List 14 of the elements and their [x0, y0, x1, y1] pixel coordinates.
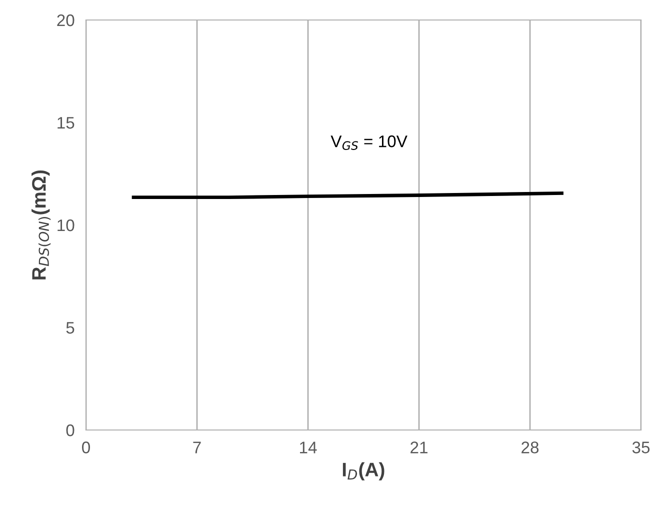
y-tick-label: 15	[58, 117, 74, 129]
x-axis-title: I$_{D}$(A)	[342, 462, 384, 480]
y-tick-label: 0	[66, 424, 74, 436]
y-tick-label: 5	[66, 322, 74, 334]
x-tick-label: 14	[300, 442, 317, 454]
y-axis-title: R$_{DS(ON)}$(mΩ)	[32, 170, 51, 280]
x-tick-label: 28	[522, 442, 539, 454]
x-tick-label: 0	[82, 442, 90, 454]
x-tick-label: 7	[193, 442, 201, 454]
x-tick-label: 35	[632, 442, 650, 454]
y-tick-label: 20	[57, 14, 74, 26]
x-tick-label: 21	[410, 442, 428, 454]
annotation: V$_{GS}$ = 10V	[330, 135, 408, 150]
y-tick-label: 10	[58, 219, 74, 232]
